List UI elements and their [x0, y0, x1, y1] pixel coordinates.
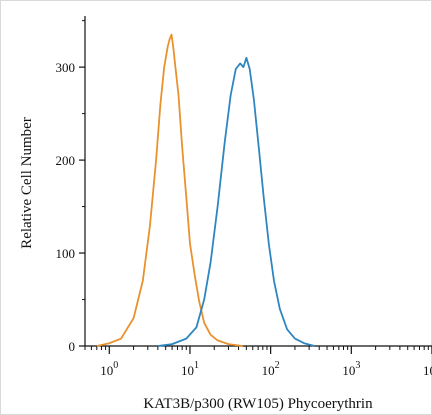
y-axis-label: Relative Cell Number [19, 117, 35, 249]
y-axis: 0 100 200 300 [56, 16, 86, 354]
series-group [96, 33, 315, 347]
x-tick-label: 103 [342, 360, 360, 378]
x-axis: 100 101 102 103 104 [84, 345, 432, 378]
x-tick-label: 100 [100, 360, 118, 378]
series-line-2 [157, 56, 315, 347]
y-tick-label: 200 [56, 153, 76, 168]
x-tick-label: 101 [181, 360, 199, 378]
x-tick-label: 104 [423, 360, 432, 378]
y-tick-label: 300 [56, 60, 76, 75]
x-tick-label: 102 [262, 360, 280, 378]
series-line-1 [96, 33, 243, 347]
y-tick-label: 100 [56, 246, 76, 261]
y-tick-label: 0 [69, 339, 76, 354]
x-axis-label: KAT3B/p300 (RW105) Phycoerythrin [143, 396, 373, 412]
